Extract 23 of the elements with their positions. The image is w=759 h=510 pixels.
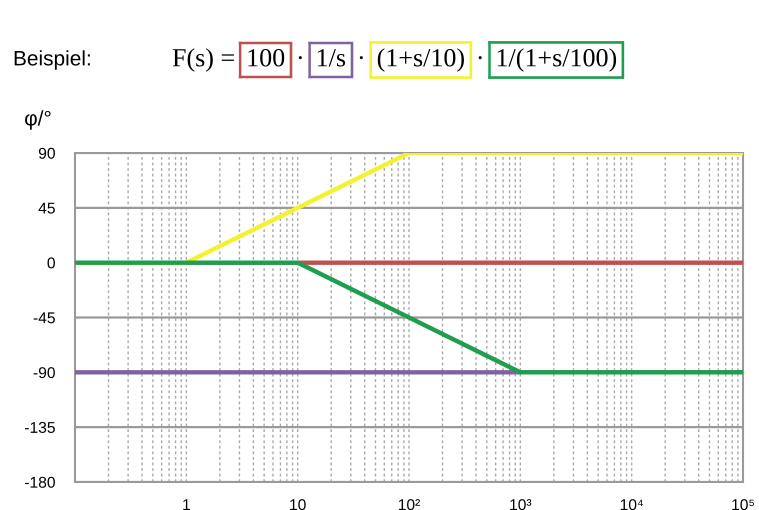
- y-tick-label: 0: [47, 257, 55, 268]
- y-tick-label: -45: [34, 312, 55, 324]
- x-tick-label: 1: [183, 499, 190, 510]
- text: F(s) =: [172, 48, 234, 72]
- text: ·: [360, 56, 363, 60]
- legend-label: 100: [248, 48, 284, 67]
- x-tick-label: 10⁴: [620, 499, 643, 510]
- chart-title: Beispiel:: [14, 50, 90, 70]
- y-tick-label: -180: [24, 476, 55, 488]
- y-tick-label: 45: [38, 202, 55, 214]
- y-tick-label: 90: [38, 148, 55, 159]
- y-axis-title: φ/°: [25, 110, 51, 130]
- x-tick-label: 10: [290, 499, 306, 510]
- x-tick-label: 10²: [398, 499, 420, 510]
- y-tick-label: -90: [34, 367, 55, 378]
- legend-label: (1+s/10): [378, 48, 464, 72]
- legend-label: 1/(1+s/100): [498, 48, 616, 72]
- legend-label: 1/s: [318, 49, 346, 67]
- x-tick-label: 10⁵: [732, 499, 754, 510]
- text: ·: [298, 56, 302, 60]
- y-tick-label: -135: [24, 422, 55, 433]
- x-tick-label: 10³: [510, 499, 532, 510]
- text: ·: [478, 56, 482, 60]
